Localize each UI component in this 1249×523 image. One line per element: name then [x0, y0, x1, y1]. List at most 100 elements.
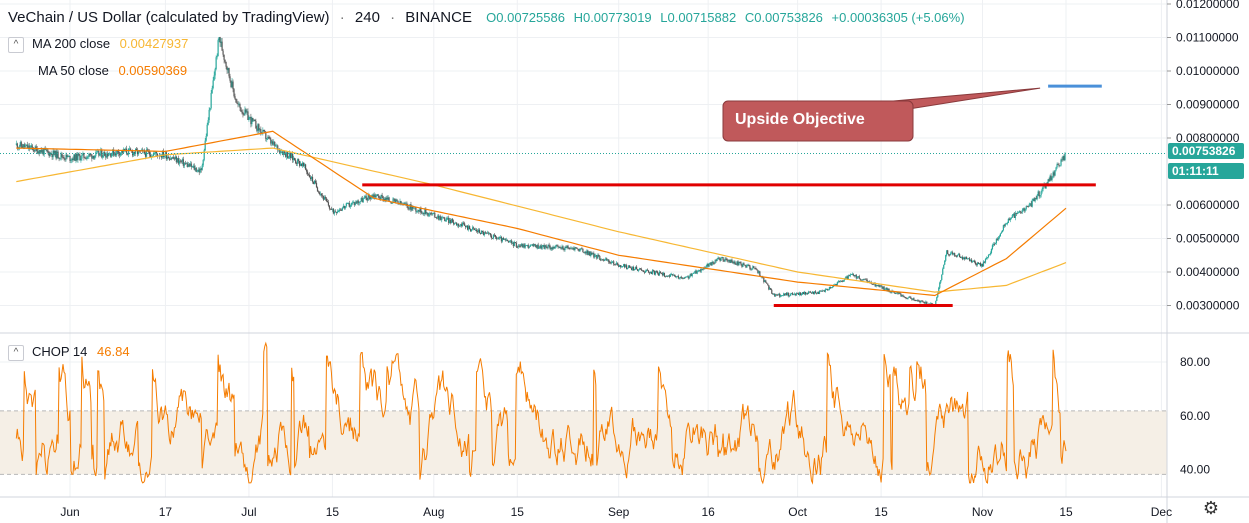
candle-body	[644, 270, 647, 273]
candle-body	[845, 276, 847, 278]
candle-body	[72, 158, 74, 161]
candle-body	[155, 151, 158, 154]
candle-body	[535, 245, 537, 248]
annotation-box[interactable]	[722, 100, 914, 142]
candle-body	[730, 259, 732, 263]
candle-body	[882, 286, 884, 289]
symbol-title[interactable]: VeChain / US Dollar (calculated by Tradi…	[8, 9, 330, 26]
candle-body	[863, 278, 865, 280]
price-axis[interactable]: 0.00300000 0.00400000 0.00500000 0.00600000…	[1167, 0, 1240, 313]
candle-body	[415, 207, 417, 212]
candle-body	[315, 182, 318, 188]
candle-body	[666, 275, 669, 277]
candle-body	[631, 268, 633, 270]
candle-body	[185, 163, 187, 165]
time-axis[interactable]: Jun 17 Jul 15 Aug 15 Sep 16 Oct 15 Nov 15 Dec	[60, 505, 1172, 519]
candle-body	[583, 252, 585, 253]
candle-body	[485, 232, 488, 234]
annotation-text[interactable]: Upside Objective	[735, 111, 865, 128]
time-tick-label: 15	[511, 505, 525, 519]
candle-body	[911, 298, 913, 300]
candle-body	[1060, 159, 1062, 166]
candle-body	[40, 150, 42, 153]
candle-body	[147, 151, 150, 153]
candle-body	[705, 266, 707, 268]
candle-body	[737, 261, 739, 266]
candle-body	[420, 207, 422, 213]
candle-body	[303, 164, 306, 166]
candle-body	[684, 276, 686, 279]
candle-body	[557, 245, 559, 248]
close-label: C	[744, 10, 755, 25]
candle-body	[626, 265, 628, 269]
chop-legend[interactable]: ^ CHOP 14 46.84	[8, 344, 130, 361]
candle-body	[987, 255, 990, 258]
candle-body	[48, 151, 50, 157]
candle-body	[884, 289, 886, 291]
candle-body	[778, 293, 780, 295]
price-tick-label: 0.00600000	[1176, 198, 1240, 212]
candle-body	[317, 191, 320, 193]
candle-body	[545, 245, 547, 248]
open-value: 0.00725586	[496, 10, 565, 25]
candle-body	[230, 80, 232, 87]
candle-body	[764, 280, 766, 283]
ma50-legend[interactable]: MA 50 close 0.00590369	[38, 63, 187, 78]
candle-body	[668, 275, 670, 277]
candle-body	[554, 246, 556, 249]
candle-body	[416, 211, 418, 213]
candle-body	[302, 162, 305, 166]
candle-body	[636, 269, 639, 271]
candle-body	[606, 258, 608, 261]
chop-axis[interactable]: 40.00 60.00 80.00	[1180, 355, 1210, 477]
candle-body	[793, 294, 795, 296]
candle-body	[469, 229, 472, 231]
candle-body	[37, 151, 39, 154]
candle-body	[886, 287, 888, 291]
candle-body	[920, 300, 922, 303]
candle-body	[1064, 153, 1066, 161]
candle-body	[269, 138, 271, 139]
collapse-legend-icon[interactable]: ^	[8, 36, 24, 53]
candle-body	[414, 207, 416, 209]
candle-body	[36, 148, 38, 154]
candle-body	[220, 41, 222, 43]
low-value: 0.00715882	[667, 10, 737, 25]
candle-body	[296, 163, 298, 164]
candle-body	[197, 169, 199, 171]
candle-body	[756, 268, 758, 271]
candle-body	[787, 293, 789, 295]
candle-body	[205, 136, 207, 141]
candle-body	[218, 37, 220, 41]
candle-body	[649, 271, 652, 274]
candle-body	[341, 207, 343, 211]
candle-body	[722, 257, 724, 261]
candle-body	[735, 264, 737, 265]
candle-body	[994, 243, 997, 245]
candle-body	[788, 293, 790, 297]
gear-icon[interactable]: ⚙	[1202, 498, 1219, 518]
candle-body	[187, 164, 189, 167]
collapse-chop-icon[interactable]: ^	[8, 344, 24, 361]
candle-body	[806, 293, 809, 295]
candle-body	[1038, 191, 1040, 197]
candle-body	[581, 248, 583, 250]
candle-body	[428, 214, 430, 216]
candle-body	[378, 196, 380, 199]
ma50-value: 0.00590369	[118, 63, 188, 78]
candle-body	[330, 208, 333, 210]
candle-body	[681, 277, 683, 279]
candle-body	[384, 198, 386, 201]
candle-body	[171, 157, 173, 159]
ma200-legend[interactable]: ^ MA 200 close 0.00427937	[8, 36, 188, 53]
interval-label[interactable]: 240	[354, 9, 380, 26]
price-tick-label: 0.00300000	[1176, 299, 1240, 313]
candle-body	[299, 160, 301, 166]
candle-body	[1037, 191, 1039, 196]
candle-body	[597, 255, 599, 259]
candle-body	[837, 281, 839, 283]
candle-body	[183, 163, 185, 166]
candle-body	[76, 153, 78, 161]
candle-body	[871, 283, 873, 285]
